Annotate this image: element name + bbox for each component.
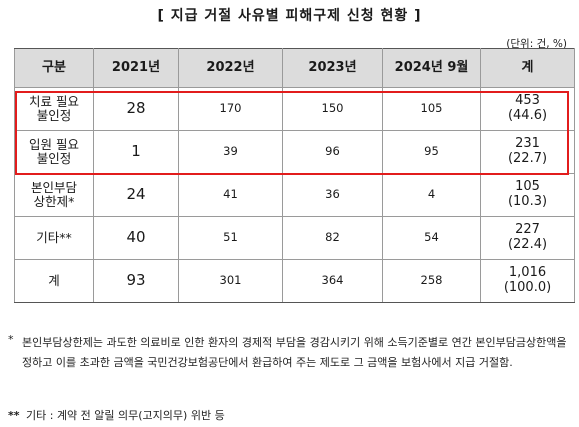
cell-2022: 170 — [178, 87, 283, 131]
total-count: 1,016 — [508, 265, 547, 281]
footnote-2: ** 기타 : 계약 전 알릴 의무(고지의무) 위반 등 — [8, 407, 225, 423]
row-label: 본인부담 상한제* — [14, 173, 94, 217]
header-2023: 2023년 — [282, 48, 383, 88]
cell-2021: 1 — [93, 130, 179, 174]
total-count: 227 — [515, 222, 540, 238]
cell-2022: 39 — [178, 130, 283, 174]
footnote-1-mark: * — [8, 333, 14, 346]
table-row: 본인부담 상한제* 24 41 36 4 105 (10.3) — [14, 173, 575, 217]
row-label: 기타** — [14, 216, 94, 260]
total-percent: (100.0) — [503, 280, 552, 295]
cell-2024-sep: 105 — [382, 87, 481, 131]
row-label-line2: 불인정 — [36, 151, 72, 166]
total-count: 453 — [515, 93, 540, 109]
total-percent: (22.7) — [507, 151, 548, 166]
footnote-1-text: 본인부담상한제는 과도한 의료비로 인한 환자의 경제적 부담을 경감시키기 위… — [22, 336, 567, 369]
cell-total: 453 (44.6) — [480, 87, 575, 131]
table-row: 치료 필요 불인정 28 170 150 105 453 (44.6) — [14, 87, 575, 131]
cell-2021: 40 — [93, 216, 179, 260]
table-row: 기타** 40 51 82 54 227 (22.4) — [14, 216, 575, 260]
cell-2023: 36 — [282, 173, 383, 217]
row-label-line2: 상한제* — [33, 194, 75, 209]
cell-2024-sep: 258 — [382, 259, 481, 303]
complaint-table: 구분 2021년 2022년 2023년 2024년 9월 계 치료 필요 불인… — [14, 48, 575, 303]
cell-2022: 301 — [178, 259, 283, 303]
header-2022: 2022년 — [178, 48, 283, 88]
footnote-2-mark: ** — [8, 409, 20, 422]
cell-2023: 364 — [282, 259, 383, 303]
cell-2023: 96 — [282, 130, 383, 174]
cell-total: 231 (22.7) — [480, 130, 575, 174]
cell-2021: 93 — [93, 259, 179, 303]
row-label-line1: 계 — [48, 272, 60, 288]
cell-2023: 150 — [282, 87, 383, 131]
row-label-line1: 입원 필요 — [29, 136, 79, 152]
header-total: 계 — [480, 48, 575, 88]
cell-2024-sep: 95 — [382, 130, 481, 174]
cell-2023: 82 — [282, 216, 383, 260]
row-label-line1: 본인부담 — [30, 179, 77, 195]
row-label: 입원 필요 불인정 — [14, 130, 94, 174]
cell-2022: 41 — [178, 173, 283, 217]
row-label-line1: 치료 필요 — [29, 93, 79, 109]
table-header-row: 구분 2021년 2022년 2023년 2024년 9월 계 — [14, 48, 575, 88]
total-percent: (22.4) — [507, 237, 548, 252]
row-label-line1: 기타** — [36, 229, 72, 245]
total-percent: (10.3) — [507, 194, 548, 209]
total-count: 105 — [515, 179, 540, 195]
header-2024-sep: 2024년 9월 — [382, 48, 481, 88]
header-2021: 2021년 — [93, 48, 179, 88]
row-label: 계 — [14, 259, 94, 303]
total-percent: (44.6) — [507, 108, 548, 123]
total-count: 231 — [515, 136, 540, 152]
cell-2022: 51 — [178, 216, 283, 260]
cell-2024-sep: 54 — [382, 216, 481, 260]
cell-2021: 24 — [93, 173, 179, 217]
cell-2021: 28 — [93, 87, 179, 131]
table-row-sum: 계 93 301 364 258 1,016 (100.0) — [14, 259, 575, 303]
cell-2024-sep: 4 — [382, 173, 481, 217]
page-title: [ 지급 거절 사유별 피해구제 신청 현황 ] — [157, 8, 422, 24]
unit-label: (단위: 건, %) — [506, 38, 567, 50]
cell-total: 105 (10.3) — [480, 173, 575, 217]
footnote-2-text: 기타 : 계약 전 알릴 의무(고지의무) 위반 등 — [26, 409, 225, 422]
row-label: 치료 필요 불인정 — [14, 87, 94, 131]
cell-total: 227 (22.4) — [480, 216, 575, 260]
cell-total: 1,016 (100.0) — [480, 259, 575, 303]
header-category: 구분 — [14, 48, 94, 88]
table-row: 입원 필요 불인정 1 39 96 95 231 (22.7) — [14, 130, 575, 174]
row-label-line2: 불인정 — [36, 108, 72, 123]
